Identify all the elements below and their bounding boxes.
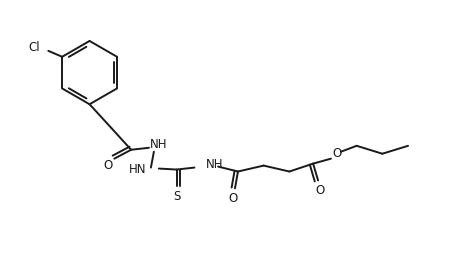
Text: O: O [228, 192, 238, 205]
Text: O: O [104, 159, 113, 172]
Text: Cl: Cl [29, 41, 41, 54]
Text: S: S [173, 190, 180, 203]
Text: O: O [332, 147, 341, 160]
Text: NH: NH [206, 158, 224, 171]
Text: HN: HN [128, 163, 146, 176]
Text: O: O [315, 184, 325, 197]
Text: NH: NH [150, 138, 168, 151]
